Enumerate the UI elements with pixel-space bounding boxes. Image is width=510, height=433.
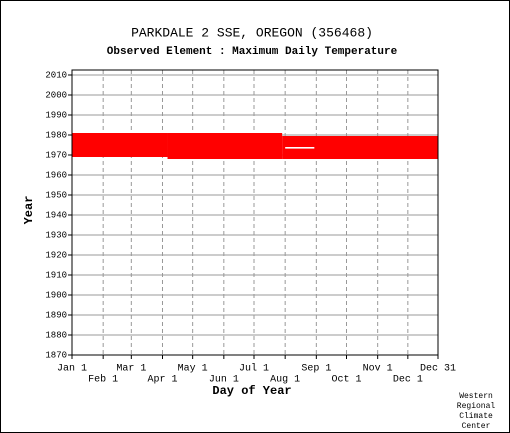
x-tick-label: Aug 1 <box>270 375 300 386</box>
y-tick-label: 2010 <box>45 70 67 80</box>
y-tick-label: 1990 <box>45 110 67 120</box>
y-tick-label: 1950 <box>45 190 67 200</box>
x-tick-label: Jun 1 <box>209 375 239 386</box>
x-tick-label: Dec 31 <box>420 364 456 375</box>
y-tick-label: 1900 <box>45 290 67 300</box>
data-range <box>285 147 315 149</box>
y-tick-label: 1940 <box>45 210 67 220</box>
y-tick-label: 1930 <box>45 230 67 240</box>
y-tick-label: 1920 <box>45 250 67 260</box>
x-tick-label: Jul 1 <box>239 363 269 375</box>
y-tick-label: 1980 <box>45 130 67 140</box>
x-tick-label: Dec 1 <box>393 375 423 386</box>
credit-line: Regional <box>457 402 496 411</box>
chart-subtitle: Observed Element : Maximum Daily Tempera… <box>107 46 398 58</box>
x-tick-label: Oct 1 <box>331 375 361 386</box>
data-range <box>282 136 438 159</box>
y-axis-label: Year <box>22 196 36 225</box>
x-axis-label: Day of Year <box>212 384 291 398</box>
x-tick-label: May 1 <box>178 364 208 375</box>
y-tick-label: 1870 <box>45 350 67 360</box>
y-tick-label: 1970 <box>45 150 67 160</box>
credit-line: Center <box>462 422 491 431</box>
x-tick-label: Sep 1 <box>301 364 331 375</box>
x-tick-label: Apr 1 <box>147 375 177 386</box>
chart-title: PARKDALE 2 SSE, OREGON (356468) <box>131 25 373 40</box>
y-tick-label: 1890 <box>45 310 67 320</box>
credit-line: Climate <box>459 412 493 421</box>
data-range <box>72 133 168 157</box>
y-tick-label: 1910 <box>45 270 67 280</box>
data-range <box>167 133 283 159</box>
y-tick-label: 1960 <box>45 170 67 180</box>
plot-border <box>71 69 439 356</box>
credit-line: Western <box>459 392 493 401</box>
y-tick-label: 2000 <box>45 90 67 100</box>
x-tick-label: Nov 1 <box>363 364 393 375</box>
x-tick-label: Mar 1 <box>116 364 146 375</box>
y-tick-label: 1880 <box>45 330 67 340</box>
x-tick-label: Jan 1 <box>57 364 87 375</box>
x-tick-label: Feb 1 <box>88 374 118 386</box>
